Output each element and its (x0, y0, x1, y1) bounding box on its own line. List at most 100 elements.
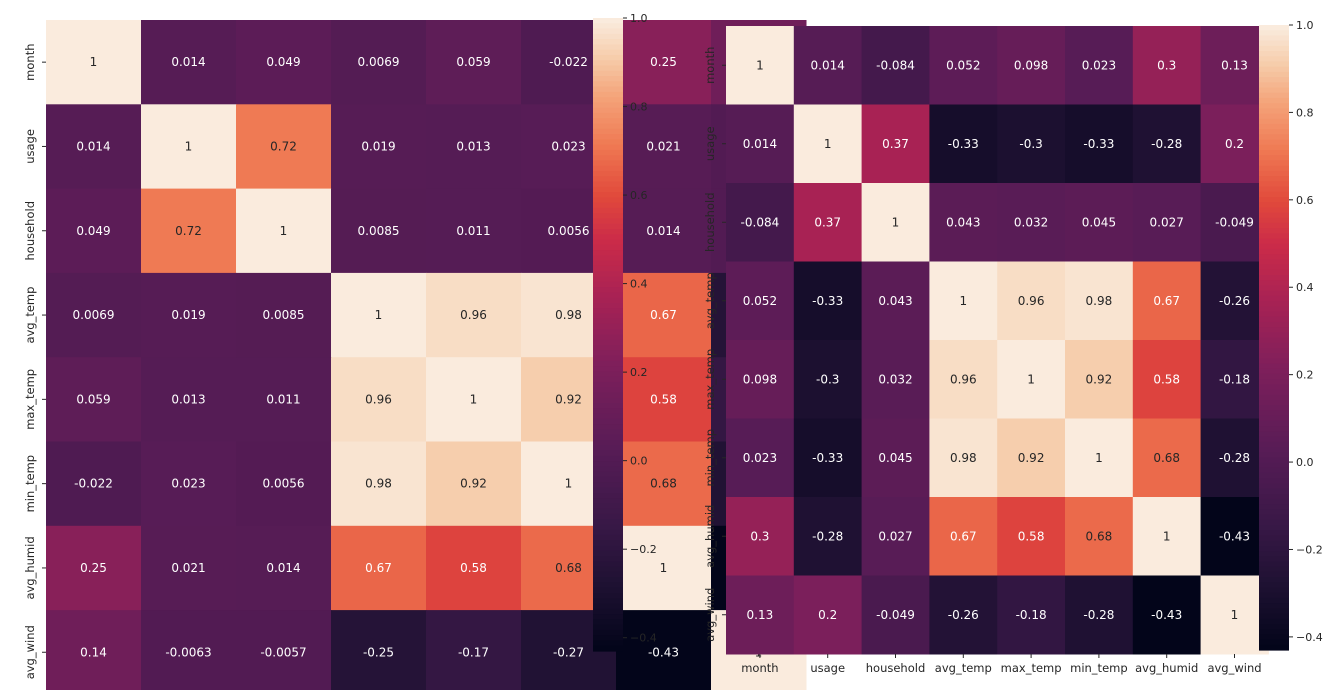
cell-value-label: 0.045 (1082, 215, 1116, 229)
colorbar-segment (1259, 618, 1289, 625)
colorbar-segment (593, 635, 623, 642)
heatmap-cell (236, 20, 332, 105)
cell-value-label: 0.023 (1082, 58, 1116, 72)
colorbar-segment (593, 223, 623, 230)
cell-value-label: 0.37 (814, 215, 841, 229)
colorbar-segment (1259, 264, 1289, 271)
cell-value-label: -0.33 (1083, 137, 1114, 151)
cell-value-label: -0.3 (816, 372, 839, 386)
colorbar-segment (593, 155, 623, 162)
colorbar-segment (1259, 431, 1289, 438)
colorbar-segment (593, 387, 623, 394)
cell-value-label: 0.059 (76, 392, 110, 406)
heatmap-cell (331, 525, 427, 611)
cell-value-label: -0.33 (812, 451, 843, 465)
colorbar-segment (1259, 420, 1289, 427)
heatmap-cell (726, 104, 795, 184)
cell-value-label: -0.084 (876, 58, 915, 72)
colorbar-segment (1259, 514, 1289, 521)
colorbar-segment (593, 561, 623, 568)
heatmap-cell (331, 610, 427, 690)
colorbar-segment (1259, 40, 1289, 47)
cell-value-label: 0.011 (456, 224, 490, 238)
colorbar-segment (1259, 123, 1289, 130)
heatmap-cell (616, 188, 712, 274)
cell-value-label: 0.0069 (73, 308, 115, 322)
cell-value-label: 0.13 (747, 608, 774, 622)
heatmap-cell (1132, 497, 1202, 576)
cell-value-label: 0.72 (175, 224, 202, 238)
heatmap-cell (46, 610, 142, 690)
colorbar-segment (593, 250, 623, 256)
colorbar-segment (593, 54, 623, 61)
colorbar-segment (1259, 160, 1289, 167)
colorbar-segment (593, 381, 623, 388)
heatmap-cell (616, 357, 712, 442)
colorbar-segment (593, 271, 623, 278)
heatmap-cell (141, 188, 237, 274)
colorbar-segment (593, 376, 623, 383)
colorbar-tick-label: −0.4 (630, 632, 657, 645)
cell-value-label: 0.014 (743, 137, 777, 151)
y-tick-label: min_temp (23, 455, 37, 513)
colorbar-segment (1259, 259, 1289, 266)
colorbar-segment (593, 260, 623, 267)
colorbar-tick-label: 0.6 (1296, 194, 1314, 207)
cell-value-label: 0.92 (460, 477, 487, 491)
heatmap-cell (46, 357, 142, 442)
cell-value-label: -0.28 (1219, 451, 1250, 465)
cell-value-label: -0.27 (553, 645, 584, 659)
heatmap-cell (1200, 497, 1269, 576)
cell-value-label: 1 (892, 215, 900, 229)
colorbar-segment (1259, 196, 1289, 203)
colorbar-segment (593, 139, 623, 146)
colorbar-segment (1259, 212, 1289, 219)
cell-value-label: 0.049 (266, 55, 300, 69)
heatmap-cell (793, 340, 863, 419)
heatmap-cell (1132, 340, 1202, 419)
colorbar-segment (1259, 384, 1289, 391)
heatmap-cell (929, 497, 998, 576)
colorbar-segment (593, 545, 623, 552)
cell-value-label: 0.25 (650, 55, 677, 69)
cell-value-label: 0.013 (171, 392, 205, 406)
heatmap-cell (997, 340, 1066, 419)
colorbar-segment (1259, 30, 1289, 37)
colorbar-segment (593, 181, 623, 188)
heatmap-cell (1065, 26, 1134, 105)
heatmap-cell (46, 525, 142, 611)
colorbar-tick-label: 0.6 (630, 189, 648, 202)
cell-value-label: 0.58 (650, 392, 677, 406)
heatmap-cell (1065, 575, 1134, 655)
colorbar-segment (1259, 35, 1289, 42)
colorbar-segment (1259, 311, 1289, 318)
cell-value-label: 1 (280, 224, 288, 238)
colorbar-segment (593, 218, 623, 225)
cell-value-label: 0.98 (365, 477, 392, 491)
heatmap-cell (46, 272, 142, 358)
colorbar-segment (593, 345, 623, 351)
heatmap-cell (997, 183, 1066, 262)
cell-value-label: 0.98 (950, 451, 977, 465)
colorbar-segment (1259, 144, 1289, 151)
colorbar-segment (593, 429, 623, 436)
colorbar-segment (1259, 587, 1289, 594)
cell-value-label: 0.25 (80, 561, 107, 575)
colorbar-segment (1259, 150, 1289, 156)
colorbar-segment (593, 323, 623, 330)
colorbar-tick-label: 0.2 (1296, 369, 1314, 382)
colorbar-segment (1259, 155, 1289, 162)
colorbar-segment (593, 160, 623, 167)
colorbar-segment (593, 112, 623, 119)
colorbar-segment (593, 624, 623, 631)
colorbar-segment (1259, 634, 1289, 641)
cell-value-label: 0.37 (882, 137, 909, 151)
cell-value-label: 1 (470, 392, 478, 406)
heatmap-cell (1132, 26, 1202, 105)
colorbar-segment (1259, 207, 1289, 214)
colorbar-segment (593, 629, 623, 636)
colorbar-segment (1259, 134, 1289, 141)
heatmap-cell (1200, 183, 1269, 262)
cell-value-label: 0.014 (811, 58, 845, 72)
